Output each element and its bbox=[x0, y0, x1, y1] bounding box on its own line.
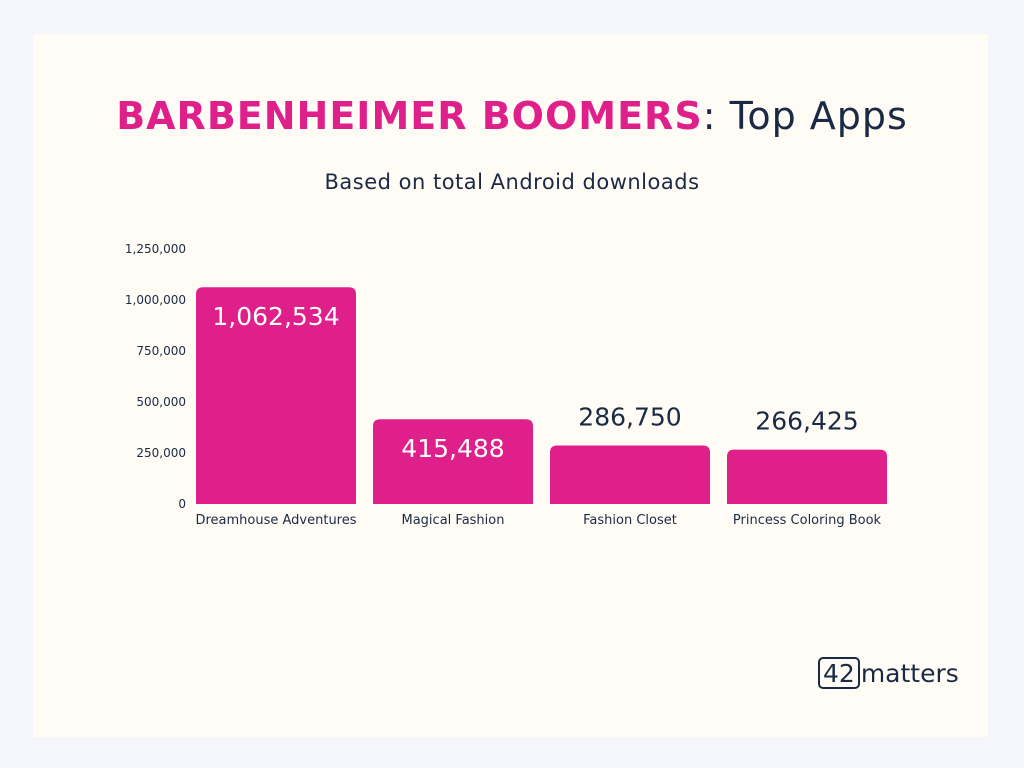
chart-card bbox=[33, 34, 988, 737]
chart-title: BARBENHEIMER BOOMERS: Top Apps bbox=[0, 92, 1024, 140]
chart-subtitle: Based on total Android downloads bbox=[324, 170, 700, 194]
chart-title-rest: : Top Apps bbox=[702, 94, 908, 138]
chart-title-accent: BARBENHEIMER BOOMERS bbox=[116, 94, 703, 138]
logo-text: matters bbox=[860, 658, 959, 688]
logo-box: 42 bbox=[818, 657, 860, 689]
logo-42matters: 42 matters bbox=[818, 655, 959, 691]
